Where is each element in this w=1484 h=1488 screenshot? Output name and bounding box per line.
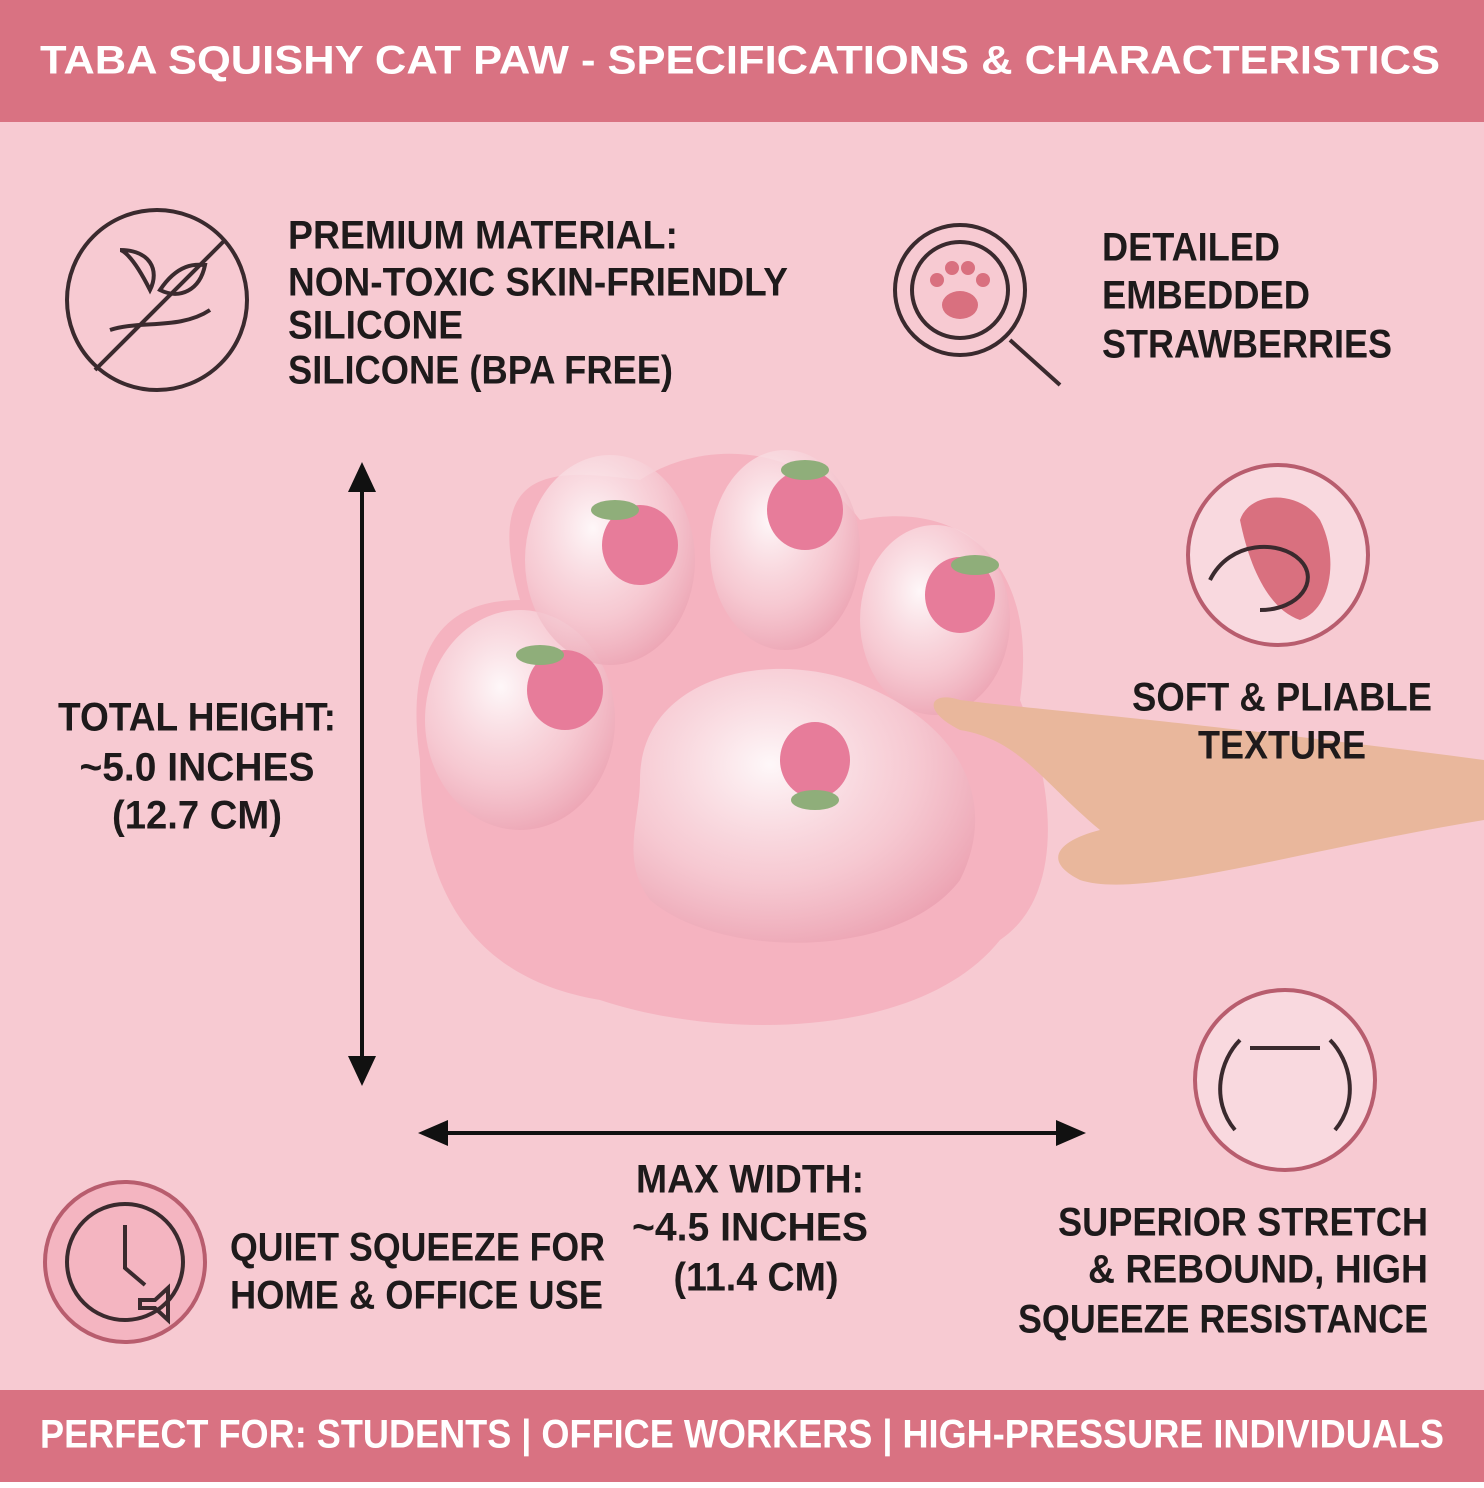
width-label: MAX WIDTH: ~4.5 INCHES (11.4 CM) — [632, 1158, 868, 1300]
feature-line: HOME & OFFICE USE — [230, 1274, 603, 1318]
dimension-line: TOTAL HEIGHT: — [58, 696, 336, 740]
title: TABA SQUISHY CAT PAW - SPECIFICATIONS & … — [40, 39, 1440, 83]
icon-squeeze — [1186, 463, 1370, 647]
feature-line: QUIET SQUEEZE FOR — [230, 1226, 605, 1270]
feature-line: & REBOUND, HIGH — [1088, 1248, 1428, 1292]
icon-magnifier — [893, 223, 1062, 387]
feature-line: DETAILED — [1102, 226, 1280, 270]
footer-band — [0, 1390, 1484, 1482]
feature-line: PREMIUM MATERIAL: — [288, 214, 678, 258]
feature-line: NON-TOXIC SKIN-FRIENDLY — [288, 261, 788, 305]
dimension-line: ~4.5 INCHES — [632, 1206, 868, 1250]
dimension-line: (12.7 CM) — [112, 794, 282, 838]
dimension-line: ~5.0 INCHES — [80, 746, 315, 790]
feature-line: SQUEEZE RESISTANCE — [1018, 1298, 1428, 1342]
footer-text: PERFECT FOR: STUDENTS | OFFICE WORKERS |… — [40, 1413, 1444, 1457]
feature-line: STRAWBERRIES — [1102, 323, 1392, 367]
header-band — [0, 0, 1484, 122]
feature-texture: SOFT & PLIABLE TEXTURE — [1132, 676, 1432, 768]
feature-line: TEXTURE — [1198, 724, 1366, 768]
feature-strawberries: DETAILED EMBEDDED STRAWBERRIES — [1102, 226, 1392, 367]
icon-material — [65, 208, 249, 392]
feature-line: SILICONE (BPA FREE) — [288, 349, 673, 393]
icon-stretch — [1193, 988, 1377, 1172]
feature-line: SOFT & PLIABLE — [1132, 676, 1432, 720]
feature-quiet: QUIET SQUEEZE FOR HOME & OFFICE USE — [230, 1226, 605, 1318]
icon-quiet — [43, 1180, 207, 1344]
product-image — [416, 450, 1484, 1025]
dimension-line: (11.4 CM) — [674, 1256, 839, 1300]
feature-line: SILICONE — [288, 304, 463, 348]
dimension-arrows — [348, 462, 1086, 1146]
dimension-line: MAX WIDTH: — [636, 1158, 864, 1202]
feature-stretch: SUPERIOR STRETCH & REBOUND, HIGH SQUEEZE… — [1018, 1201, 1428, 1342]
feature-line: SUPERIOR STRETCH — [1058, 1201, 1428, 1245]
feature-line: EMBEDDED — [1102, 274, 1310, 318]
feature-material: PREMIUM MATERIAL: NON-TOXIC SKIN-FRIENDL… — [288, 214, 788, 393]
height-label: TOTAL HEIGHT: ~5.0 INCHES (12.7 CM) — [58, 696, 336, 838]
